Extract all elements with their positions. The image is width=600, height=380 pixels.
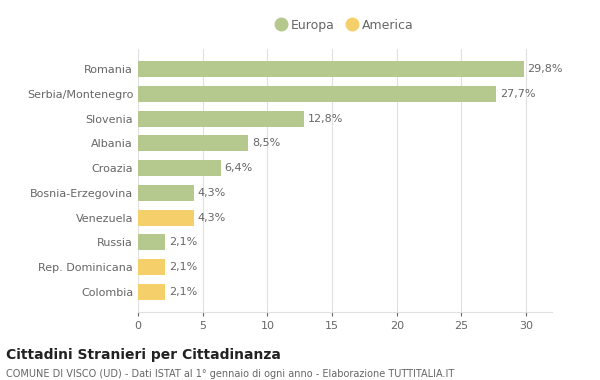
Bar [138,185,194,201]
Text: 2,1%: 2,1% [169,262,197,272]
Bar [138,234,165,250]
Text: 4,3%: 4,3% [197,212,226,223]
Bar [138,283,165,300]
Text: 2,1%: 2,1% [169,287,197,297]
Bar [138,86,496,102]
Bar [138,135,248,152]
Bar [138,259,165,275]
Text: 6,4%: 6,4% [224,163,253,173]
Text: 4,3%: 4,3% [197,188,226,198]
Text: COMUNE DI VISCO (UD) - Dati ISTAT al 1° gennaio di ogni anno - Elaborazione TUTT: COMUNE DI VISCO (UD) - Dati ISTAT al 1° … [6,369,454,379]
Bar [138,61,524,78]
Text: Cittadini Stranieri per Cittadinanza: Cittadini Stranieri per Cittadinanza [6,348,281,362]
Legend: Europa, America: Europa, America [274,16,416,34]
Text: 2,1%: 2,1% [169,237,197,247]
Text: 29,8%: 29,8% [527,64,563,74]
Text: 12,8%: 12,8% [307,114,343,124]
Text: 8,5%: 8,5% [252,138,280,149]
Bar [138,209,194,226]
Text: 27,7%: 27,7% [500,89,536,99]
Bar [138,111,304,127]
Bar [138,160,221,176]
